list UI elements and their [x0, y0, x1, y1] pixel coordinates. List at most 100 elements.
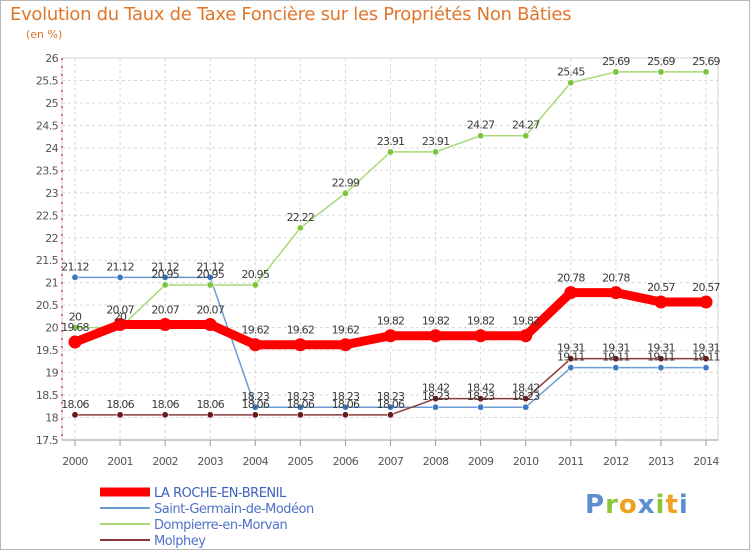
data-point [432, 395, 440, 403]
data-label: 18.23 [377, 390, 405, 403]
data-point [612, 68, 620, 76]
x-tick-label: 2008 [423, 455, 449, 468]
data-point [702, 68, 710, 76]
data-label: 22.22 [287, 211, 315, 224]
data-point [206, 281, 214, 289]
data-point [296, 224, 304, 232]
data-point [699, 295, 713, 309]
data-label: 20.95 [196, 268, 224, 281]
data-point [564, 286, 578, 300]
x-tick-label: 2013 [648, 455, 674, 468]
x-tick-label: 2007 [378, 455, 404, 468]
data-label: 20.07 [196, 304, 224, 317]
data-label: 19.82 [467, 315, 495, 328]
data-label: 18.06 [242, 398, 270, 411]
x-tick-label: 2010 [513, 455, 539, 468]
data-label: 19.82 [422, 315, 450, 328]
data-point [702, 364, 710, 372]
data-label: 19.82 [377, 315, 405, 328]
data-point [161, 281, 169, 289]
data-label: 20.07 [106, 304, 134, 317]
data-label: 19.68 [61, 321, 89, 334]
x-tick-label: 2003 [197, 455, 223, 468]
data-point [429, 329, 443, 343]
data-point [341, 189, 349, 197]
logo-letter: t [665, 490, 679, 520]
y-tick-label: 20.5 [36, 299, 59, 312]
data-point [161, 411, 169, 419]
data-label: 20 [114, 311, 127, 324]
data-label: 19.11 [557, 351, 585, 364]
data-point [654, 295, 668, 309]
data-point [657, 355, 665, 363]
data-label: 18.42 [422, 382, 450, 395]
data-label: 24.27 [467, 119, 495, 132]
y-tick-label: 23 [45, 187, 58, 200]
data-label: 20.78 [602, 272, 630, 285]
data-point [116, 273, 124, 281]
data-point [702, 355, 710, 363]
x-tick-label: 2011 [558, 455, 584, 468]
data-point [341, 403, 349, 411]
data-point [251, 281, 259, 289]
data-label: 18.23 [422, 390, 450, 403]
data-label: 25.69 [647, 55, 675, 68]
data-point [567, 355, 575, 363]
data-label: 18.06 [287, 398, 315, 411]
y-axis-unit-label: (en %) [26, 28, 63, 41]
data-label: 22.99 [332, 176, 360, 189]
y-tick-label: 19.5 [36, 344, 59, 357]
legend-label: Molphey [154, 534, 206, 549]
data-point [113, 318, 127, 332]
y-tick-label: 23.5 [36, 164, 59, 177]
x-tick-label: 2000 [62, 455, 88, 468]
y-tick-label: 21.5 [36, 254, 59, 267]
legend-label: LA ROCHE-EN-BRENIL [154, 486, 287, 501]
data-point [474, 329, 488, 343]
y-tick-label: 24 [45, 142, 58, 155]
data-label: 19.62 [287, 324, 315, 337]
x-tick-label: 2002 [152, 455, 178, 468]
x-tick-label: 2001 [107, 455, 133, 468]
data-point [203, 318, 217, 332]
data-point [296, 403, 304, 411]
data-point [612, 355, 620, 363]
data-point [71, 324, 79, 332]
data-point [296, 411, 304, 419]
proxiti-logo: Proxiti [585, 490, 689, 520]
logo-letter: i [655, 490, 666, 520]
data-label: 18.06 [377, 398, 405, 411]
data-label: 25.45 [557, 66, 585, 79]
data-point [567, 364, 575, 372]
logo-letter: r [605, 490, 619, 520]
data-label: 20.57 [647, 281, 675, 294]
data-label: 25.69 [692, 55, 720, 68]
data-label: 20.95 [151, 268, 179, 281]
x-tick-label: 2006 [333, 455, 359, 468]
data-label: 18.23 [332, 390, 360, 403]
data-label: 19.11 [602, 351, 630, 364]
data-label: 25.69 [602, 55, 630, 68]
data-label: 18.23 [512, 390, 540, 403]
data-point [248, 338, 262, 352]
data-point [71, 411, 79, 419]
legend-label: Dompierre-en-Morvan [154, 518, 287, 533]
data-label: 19.31 [557, 342, 585, 355]
data-point [522, 395, 530, 403]
data-point [612, 364, 620, 372]
data-label: 18.23 [287, 390, 315, 403]
data-point [386, 403, 394, 411]
y-tick-label: 17.5 [36, 434, 59, 447]
data-point [432, 148, 440, 156]
data-point [116, 411, 124, 419]
y-tick-label: 25.5 [36, 74, 59, 87]
data-point [251, 411, 259, 419]
y-tick-label: 21 [45, 277, 58, 290]
data-label: 18.06 [61, 398, 89, 411]
data-label: 20.57 [692, 281, 720, 294]
x-tick-label: 2009 [468, 455, 494, 468]
data-label: 24.27 [512, 119, 540, 132]
data-label: 18.42 [512, 382, 540, 395]
